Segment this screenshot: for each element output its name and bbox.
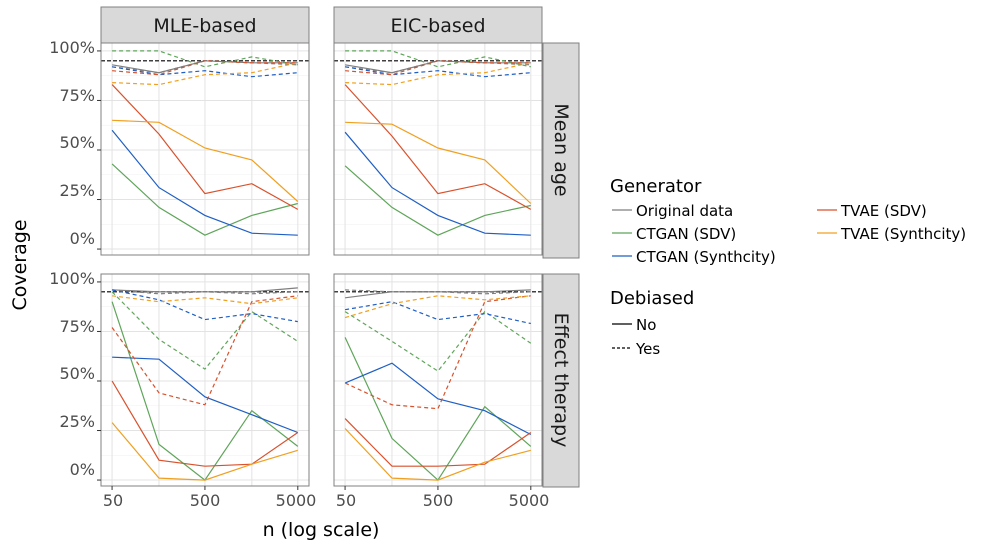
legend: Generator Original data CTGAN (SDV) CTGA…: [610, 176, 966, 358]
series-line-tvae-syn-debiased-yes: [344, 295, 531, 319]
series-line-tvae-syn-debiased-no: [111, 422, 298, 481]
legend-item-debiased-no: No: [612, 316, 656, 334]
series-line-ctgan-sdv-debiased-yes: [345, 50, 531, 68]
legend-title-debiased: Debiased: [610, 288, 694, 309]
x-tick-label: 500: [423, 491, 454, 510]
series-line-ctgan-syn-debiased-yes: [344, 301, 531, 325]
column-strip-eic: EIC-based: [333, 6, 543, 44]
panel-eic-based-effect-therapy: [333, 273, 543, 490]
y-axis-title: Coverage: [9, 219, 31, 310]
series-line-ctgan-sdv-debiased-no: [344, 165, 531, 236]
x-tick-label: 500: [190, 491, 221, 510]
series-line-tvae-syn-debiased-yes: [345, 62, 531, 86]
x-tick-label: 5000: [276, 491, 317, 510]
y-tick-label: 0%: [70, 460, 95, 479]
row-strip-mean-age: Mean age: [542, 42, 580, 259]
series-line-ctgan-syn-debiased-yes: [112, 66, 298, 78]
series-line-ctgan-syn-debiased-yes: [345, 66, 531, 78]
x-axis-left: 50 500 5000: [103, 491, 317, 510]
y-tick-label: 100%: [49, 38, 95, 57]
panel-mle-based-mean-age: [97, 42, 310, 256]
legend-label: CTGAN (Synthcity): [636, 248, 776, 266]
x-tick-label: 50: [103, 491, 123, 510]
panels-layer: [97, 42, 543, 490]
row-strip-effect-therapy: Effect therapy: [542, 273, 580, 488]
series-line-tvae-sdv-debiased-no: [344, 84, 532, 210]
y-tick-label: 0%: [70, 229, 95, 248]
x-axis-title: n (log scale): [263, 519, 380, 541]
legend-label: Original data: [636, 202, 733, 220]
series-line-tvae-sdv-debiased-yes: [111, 295, 298, 406]
series-line-tvae-syn-debiased-no: [345, 121, 532, 204]
y-tick-label: 50%: [59, 133, 95, 152]
series-line-tvae-syn-debiased-yes: [112, 62, 298, 86]
legend-label: No: [636, 316, 656, 334]
column-strip-mle: MLE-based: [100, 6, 310, 44]
legend-item-debiased-yes: Yes: [612, 340, 660, 358]
series-line-tvae-sdv-debiased-no: [111, 84, 299, 210]
legend-label: TVAE (Synthcity): [840, 225, 966, 243]
legend-item-ctgan-synthcity: CTGAN (Synthcity): [612, 248, 776, 266]
series-line-orig-debiased-yes: [112, 289, 298, 295]
series-line-ctgan-sdv-debiased-no: [111, 163, 298, 236]
y-tick-label: 25%: [59, 412, 95, 431]
series-line-ctgan-syn-debiased-yes: [111, 289, 298, 323]
legend-item-ctgan-sdv: CTGAN (SDV): [612, 225, 736, 243]
x-axis-right: 50 500 5000: [336, 491, 550, 510]
series-line-ctgan-syn-debiased-no: [344, 131, 531, 236]
series-line-orig-debiased-yes: [345, 289, 531, 295]
x-tick-label: 50: [336, 491, 356, 510]
y-tick-label: 75%: [59, 86, 95, 105]
series-line-tvae-sdv-debiased-no: [344, 418, 532, 467]
series-line-ctgan-sdv-debiased-yes: [344, 310, 532, 372]
series-line-ctgan-sdv-debiased-yes: [111, 291, 299, 370]
series-line-ctgan-syn-debiased-no: [344, 362, 532, 436]
row-strip-label: Mean age: [550, 103, 572, 196]
y-tick-label: 50%: [59, 364, 95, 383]
legend-item-tvae-synthcity: TVAE (Synthcity): [817, 225, 966, 243]
x-tick-label: 5000: [509, 491, 550, 510]
legend-label: TVAE (SDV): [840, 202, 927, 220]
legend-label: Yes: [635, 340, 660, 358]
panel-mle-based-effect-therapy: [97, 273, 310, 490]
series-line-ctgan-sdv-debiased-yes: [112, 50, 298, 68]
series-line-ctgan-syn-debiased-no: [111, 129, 298, 236]
legend-item-original-data: Original data: [612, 202, 733, 220]
column-strip-label: EIC-based: [390, 15, 485, 37]
column-strip-label: MLE-based: [153, 15, 256, 37]
series-line-orig-debiased-yes: [345, 60, 531, 74]
y-axis-bottom: 0% 25% 50% 75% 100%: [49, 269, 95, 479]
legend-title-generator: Generator: [610, 176, 702, 197]
y-tick-label: 100%: [49, 269, 95, 288]
y-axis-top: 0% 25% 50% 75% 100%: [49, 38, 95, 248]
legend-item-tvae-sdv: TVAE (SDV): [817, 202, 927, 220]
legend-label: CTGAN (SDV): [636, 225, 736, 243]
series-line-tvae-sdv-debiased-yes: [112, 60, 298, 76]
series-line-tvae-syn-debiased-no: [112, 119, 299, 202]
y-tick-label: 25%: [59, 181, 95, 200]
y-tick-label: 75%: [59, 317, 95, 336]
series-line-orig-debiased-yes: [112, 60, 298, 74]
row-strip-label: Effect therapy: [550, 313, 572, 448]
series-line-tvae-sdv-debiased-no: [111, 380, 299, 467]
series-line-ctgan-syn-debiased-no: [112, 356, 299, 434]
panel-eic-based-mean-age: [333, 42, 543, 256]
series-line-tvae-sdv-debiased-yes: [345, 60, 531, 76]
series-line-tvae-syn-debiased-no: [344, 428, 531, 481]
series-line-tvae-syn-debiased-yes: [112, 295, 298, 305]
